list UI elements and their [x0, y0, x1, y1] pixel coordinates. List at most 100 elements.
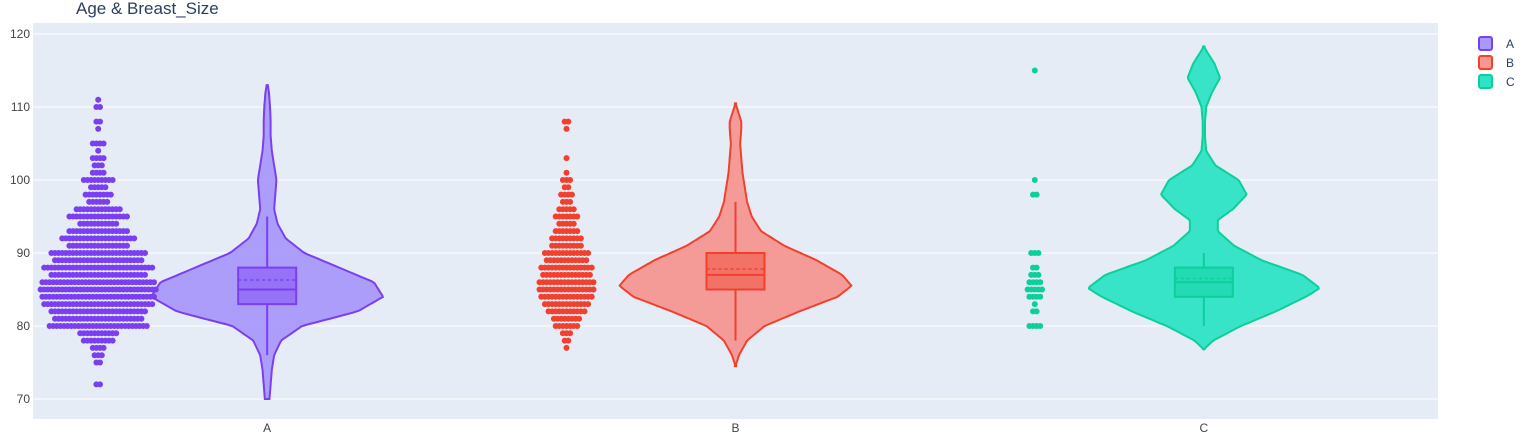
point-b	[565, 184, 572, 191]
point-b	[590, 286, 597, 293]
box-b	[705, 252, 766, 291]
point-b	[585, 301, 592, 308]
point-b	[586, 271, 593, 278]
series-layer	[37, 45, 1320, 400]
point-a	[152, 286, 159, 293]
chart-title: Age & Breast_Size	[76, 0, 219, 18]
point-a	[97, 104, 103, 110]
point-c	[1035, 250, 1042, 256]
point-b	[588, 293, 595, 300]
point-a	[142, 250, 148, 256]
point-b	[567, 198, 574, 205]
point-a	[142, 271, 148, 278]
point-b	[576, 315, 583, 322]
legend-item-c[interactable]: C	[1478, 74, 1515, 89]
point-a	[149, 264, 156, 271]
violin-c	[1087, 45, 1320, 351]
point-a	[109, 177, 116, 183]
point-a	[116, 206, 123, 213]
point-c	[1031, 67, 1038, 74]
point-a	[151, 279, 157, 286]
y-tick-label-70: 70	[17, 392, 31, 406]
point-b	[563, 169, 570, 176]
point-a	[95, 147, 102, 154]
x-tick-label-c: C	[1199, 421, 1208, 435]
point-b	[577, 242, 584, 249]
point-c	[1037, 323, 1044, 329]
point-b	[567, 330, 574, 337]
point-c	[1037, 293, 1044, 300]
legend-item-a[interactable]: A	[1478, 36, 1514, 51]
point-c	[1033, 191, 1040, 198]
legend[interactable]: A B C	[1478, 36, 1515, 89]
point-a	[100, 140, 107, 147]
legend-swatch-c	[1478, 74, 1493, 89]
point-b	[574, 323, 581, 329]
x-axis-ticks: A B C	[263, 421, 1208, 435]
point-a	[97, 381, 103, 388]
point-a	[151, 293, 157, 300]
point-a	[100, 155, 107, 162]
y-tick-label-90: 90	[17, 246, 31, 260]
legend-label-c: C	[1506, 75, 1515, 89]
point-a	[95, 125, 102, 132]
point-a	[131, 235, 138, 242]
point-a	[113, 330, 120, 337]
points-a	[37, 96, 159, 388]
point-a	[100, 344, 107, 351]
point-b	[574, 213, 581, 220]
y-tick-label-80: 80	[17, 319, 31, 333]
y-axis-ticks: 70 80 90 100 110 120	[10, 27, 30, 406]
point-c	[1031, 177, 1038, 183]
point-a	[113, 220, 120, 227]
point-a	[98, 162, 105, 169]
point-b	[585, 250, 592, 256]
box-a	[237, 266, 298, 306]
point-b	[563, 344, 570, 351]
points-b	[536, 118, 597, 351]
point-b	[581, 308, 588, 315]
point-a	[95, 96, 102, 103]
point-a	[104, 198, 111, 205]
legend-item-b[interactable]: B	[1478, 55, 1514, 70]
legend-swatch-b	[1478, 55, 1493, 70]
point-a	[124, 242, 130, 249]
point-b	[570, 206, 577, 213]
point-c	[1033, 308, 1040, 315]
point-a	[138, 257, 145, 264]
point-c	[1037, 279, 1044, 286]
point-b	[568, 191, 575, 198]
point-a	[138, 315, 145, 322]
point-c	[1031, 301, 1038, 308]
legend-label-b: B	[1506, 56, 1514, 70]
point-b	[565, 337, 572, 344]
points-c	[1024, 67, 1045, 329]
x-tick-label-b: B	[731, 421, 739, 435]
point-b	[563, 125, 570, 132]
point-b	[567, 177, 574, 183]
point-a	[124, 228, 130, 235]
point-a	[102, 184, 109, 191]
point-b	[565, 118, 572, 125]
y-tick-label-110: 110	[11, 100, 30, 114]
y-tick-label-100: 100	[10, 173, 30, 187]
point-a	[149, 301, 156, 308]
point-a	[143, 323, 150, 329]
point-a	[98, 352, 105, 359]
point-a	[97, 118, 103, 125]
point-b	[588, 264, 595, 271]
point-a	[107, 191, 114, 198]
point-b	[577, 235, 584, 242]
y-tick-label-120: 120	[10, 27, 30, 41]
point-a	[142, 308, 148, 315]
series-c	[1024, 45, 1320, 351]
point-b	[570, 220, 577, 227]
point-a	[97, 359, 103, 366]
point-b	[563, 155, 570, 162]
point-a	[124, 213, 130, 220]
point-b	[590, 279, 597, 286]
point-b	[583, 257, 590, 264]
point-b	[574, 228, 581, 235]
x-tick-label-a: A	[263, 421, 271, 435]
